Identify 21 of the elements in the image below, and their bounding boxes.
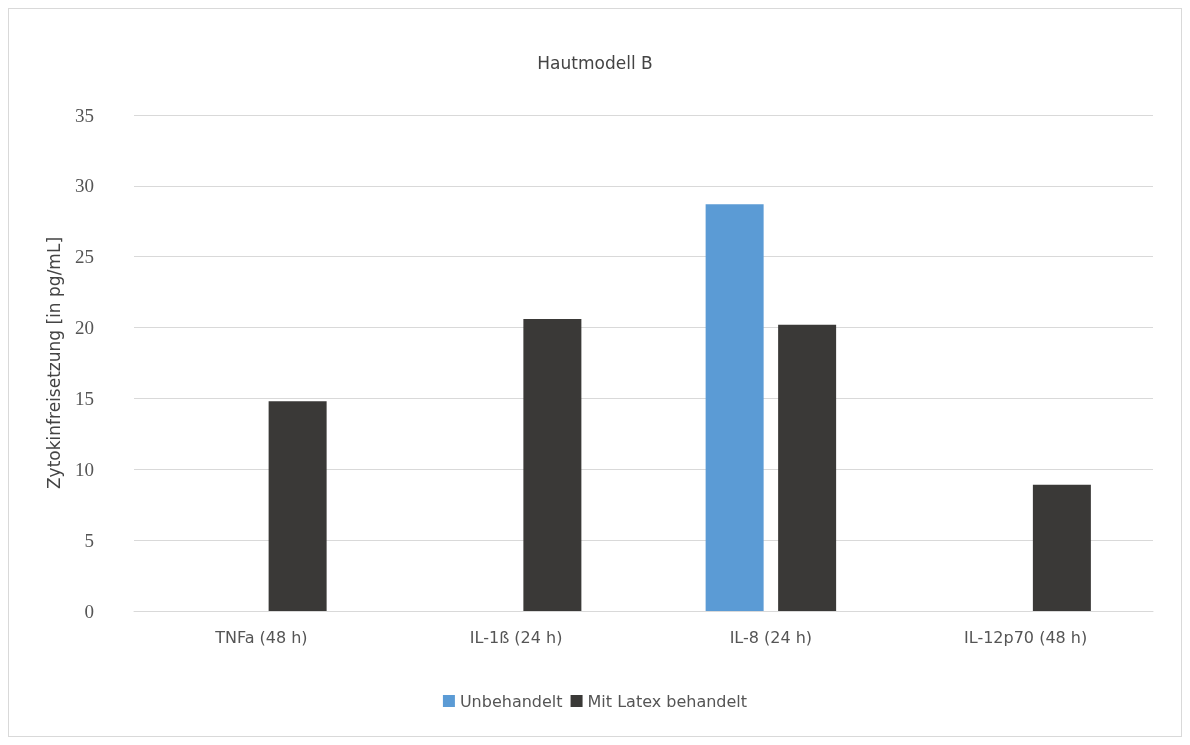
bar [1032,484,1091,611]
y-tick-label: 15 [75,387,94,409]
x-tick-label: IL-8 (24 h) [729,627,813,647]
y-tick-label: 30 [75,175,94,197]
y-axis-title: Zytokinfreisetzung [in pg/mL] [43,236,64,490]
x-tick-label: IL-1ß (24 h) [469,627,563,647]
bar [778,324,837,611]
bar [705,204,764,611]
bar [523,319,582,611]
x-tick-label: IL-12p70 (48 h) [964,627,1088,647]
y-tick-label: 0 [84,600,94,622]
y-tick-label: 5 [84,529,94,551]
y-tick-label: 20 [75,317,94,339]
bar [268,401,327,611]
x-tick-label: TNFa (48 h) [214,627,308,647]
legend-label: Mit Latex behandelt [587,691,748,711]
y-tick-label: 25 [75,246,94,268]
legend-label: Unbehandelt [459,691,563,711]
chart-title: Hautmodell B [537,52,653,73]
y-tick-label: 10 [75,458,94,480]
y-tick-label: 35 [75,104,94,126]
